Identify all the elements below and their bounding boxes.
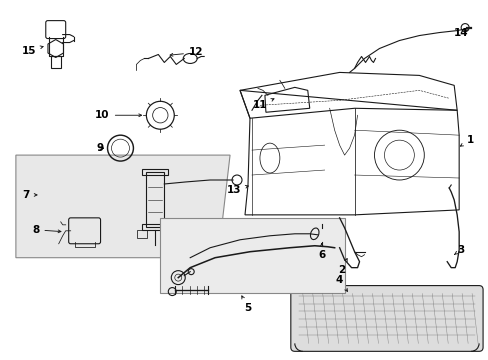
FancyBboxPatch shape bbox=[290, 285, 482, 351]
Text: 7: 7 bbox=[22, 190, 37, 200]
Bar bbox=[137, 230, 147, 238]
Text: 15: 15 bbox=[21, 45, 43, 55]
Bar bbox=[163, 230, 173, 238]
Bar bbox=[51, 57, 61, 68]
Text: 10: 10 bbox=[95, 110, 142, 120]
Bar bbox=[142, 224, 168, 230]
Text: 14: 14 bbox=[453, 28, 468, 37]
Bar bbox=[160, 218, 344, 293]
Text: 1: 1 bbox=[460, 135, 473, 146]
Text: 12: 12 bbox=[170, 48, 203, 58]
Bar bbox=[142, 169, 168, 175]
Text: 3: 3 bbox=[454, 245, 464, 255]
Text: 6: 6 bbox=[317, 244, 325, 260]
Text: 4: 4 bbox=[335, 275, 347, 291]
Text: 9: 9 bbox=[97, 143, 104, 153]
Bar bbox=[146, 172, 164, 227]
Text: 8: 8 bbox=[32, 225, 61, 235]
Polygon shape bbox=[16, 155, 229, 258]
Text: 13: 13 bbox=[226, 185, 248, 195]
Text: 5: 5 bbox=[241, 296, 251, 312]
Text: 11: 11 bbox=[252, 99, 273, 110]
Text: 2: 2 bbox=[337, 258, 346, 275]
